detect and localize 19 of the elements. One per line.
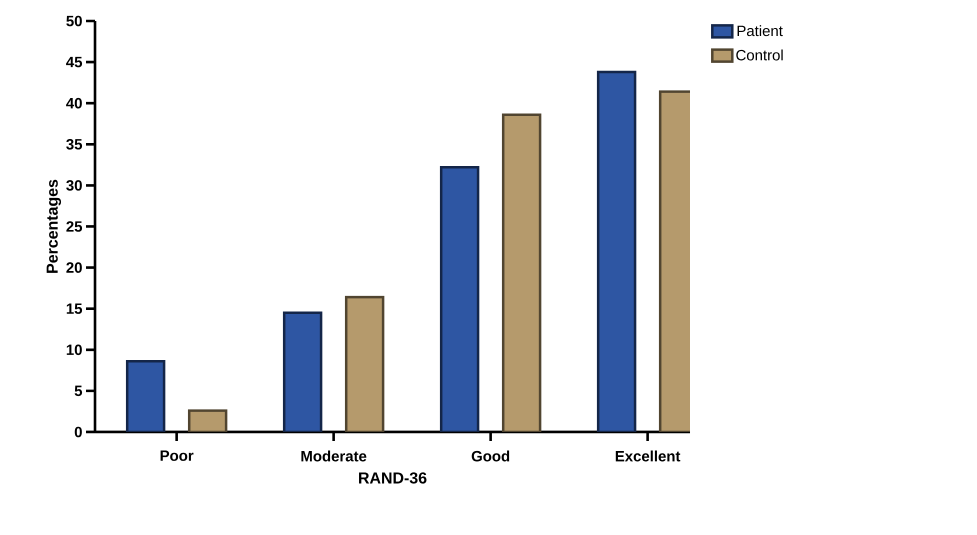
x-tick-label: Good (472, 450, 510, 462)
y-axis-title: Percentages (46, 180, 62, 273)
y-tick-label: 15 (66, 303, 82, 314)
y-tick-label: 20 (66, 262, 82, 273)
legend-label: Control (736, 49, 783, 60)
x-tick-label: Poor (160, 450, 194, 461)
y-tick-label: 45 (66, 56, 82, 68)
y-tick-label: 10 (66, 344, 82, 356)
y-tick-label: 35 (66, 138, 82, 150)
y-tick-label: 0 (74, 426, 82, 438)
y-tick-label: 5 (74, 386, 82, 396)
x-tick-label: Moderate (301, 450, 366, 462)
y-tick-label: 30 (66, 180, 82, 191)
y-tick-label: 40 (66, 98, 82, 108)
x-axis-title: RAND-36 (359, 472, 426, 484)
x-tick-label: Excellent (616, 450, 680, 462)
y-tick-label: 50 (66, 16, 82, 26)
legend-label: Patient (738, 25, 783, 36)
y-tick-label: 25 (66, 221, 82, 232)
